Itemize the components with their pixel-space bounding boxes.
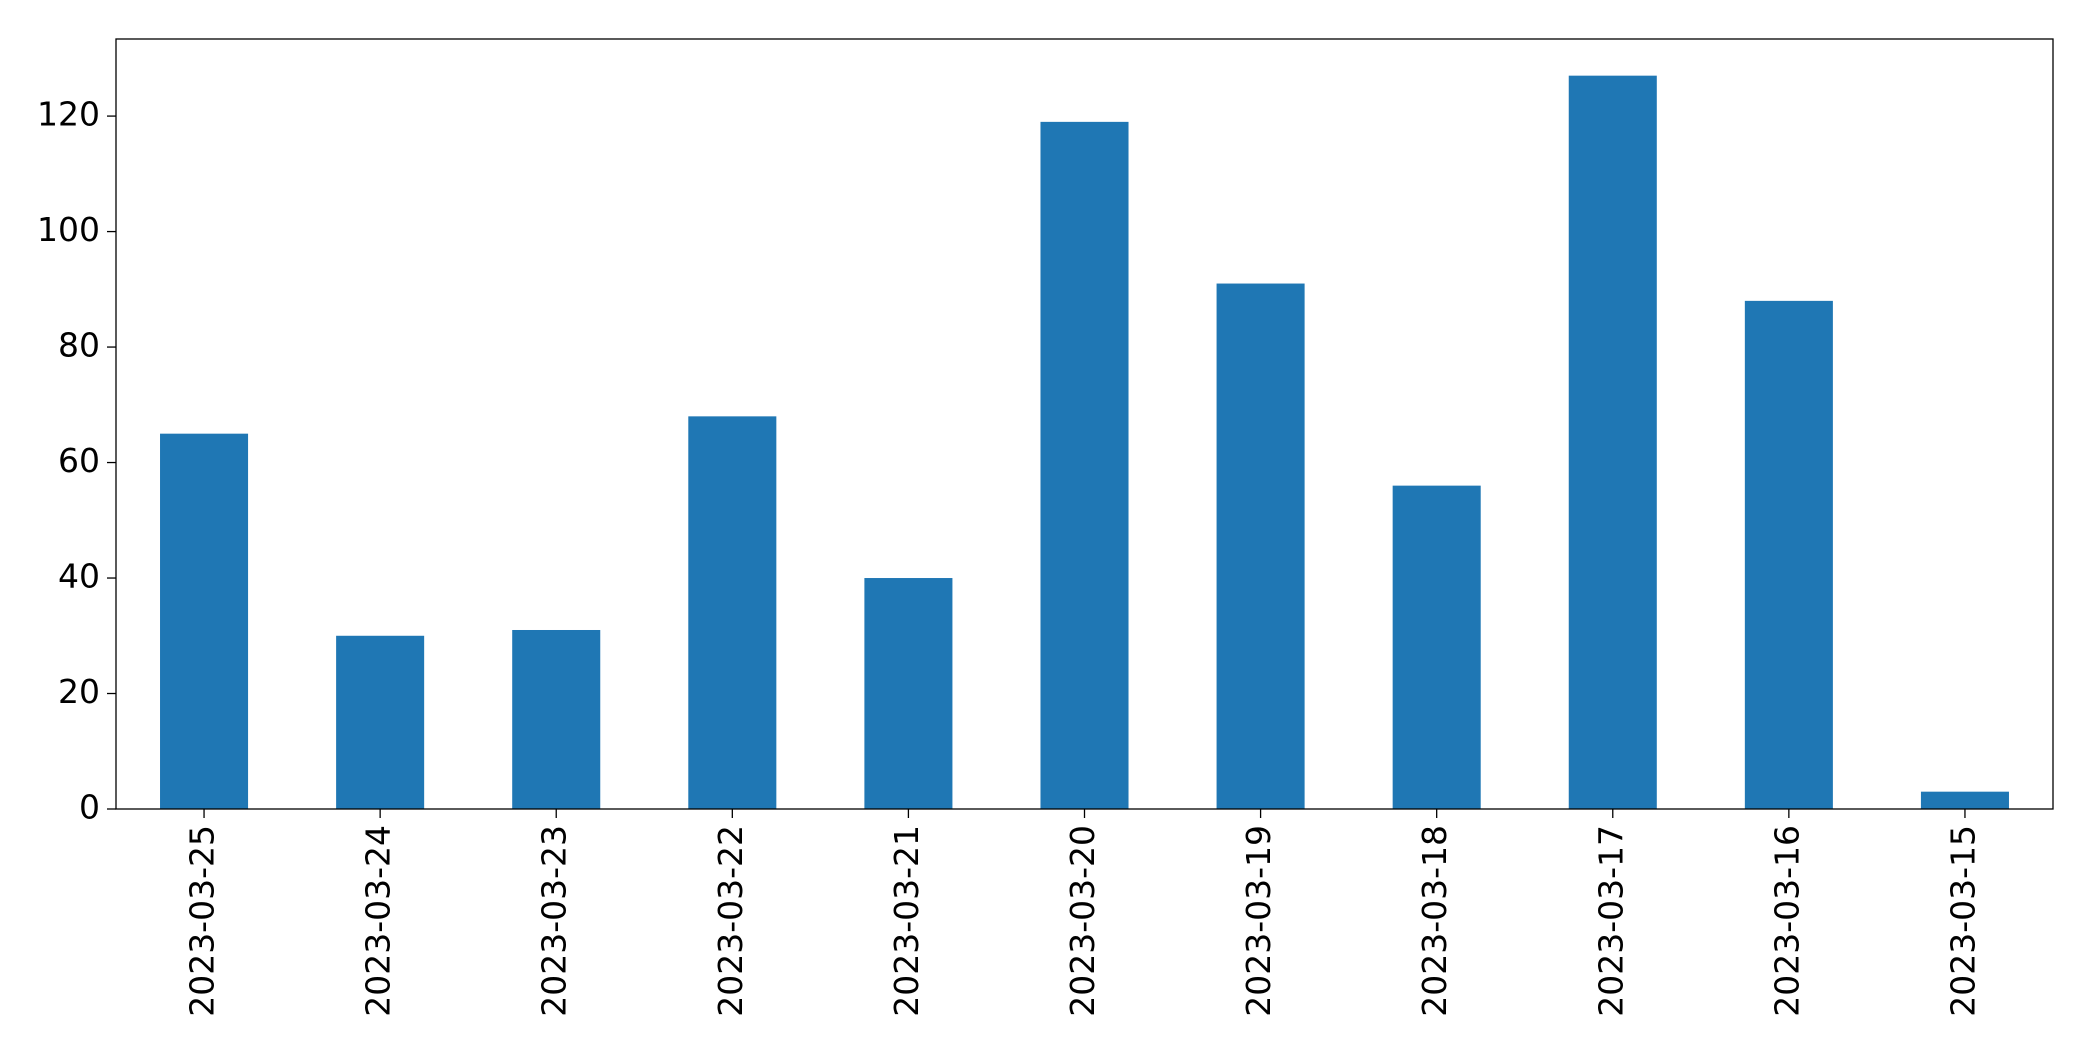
bar (864, 578, 953, 809)
bar (1920, 791, 2009, 809)
bar (1216, 283, 1305, 810)
bar (688, 416, 777, 809)
y-tick-label: 100 (37, 210, 100, 249)
y-tick-label: 0 (79, 788, 100, 827)
x-tick-label: 2023-03-19 (1239, 825, 1278, 1017)
bar (1744, 300, 1833, 809)
bar (336, 635, 425, 809)
x-tick-label: 2023-03-18 (1415, 825, 1454, 1017)
bar (1392, 485, 1481, 809)
x-tick-label: 2023-03-20 (1063, 825, 1102, 1017)
y-tick-label: 60 (58, 441, 100, 480)
x-tick-label: 2023-03-23 (535, 825, 574, 1017)
y-tick-label: 80 (58, 326, 100, 365)
x-tick-label: 2023-03-22 (711, 825, 750, 1017)
bar (160, 433, 249, 809)
bar (512, 629, 601, 809)
x-tick-label: 2023-03-24 (359, 825, 398, 1017)
plot-frame (115, 38, 2054, 810)
x-tick-label: 2023-03-17 (1591, 825, 1630, 1017)
x-tick-label: 2023-03-21 (887, 825, 926, 1017)
y-tick-label: 120 (37, 95, 100, 134)
y-tick-label: 40 (58, 557, 100, 596)
y-tick-label: 20 (58, 672, 100, 711)
x-tick-label: 2023-03-15 (1943, 825, 1982, 1017)
x-tick-label: 2023-03-25 (183, 825, 222, 1017)
bar (1568, 75, 1657, 809)
x-tick-label: 2023-03-16 (1767, 825, 1806, 1017)
bar (1040, 121, 1129, 809)
